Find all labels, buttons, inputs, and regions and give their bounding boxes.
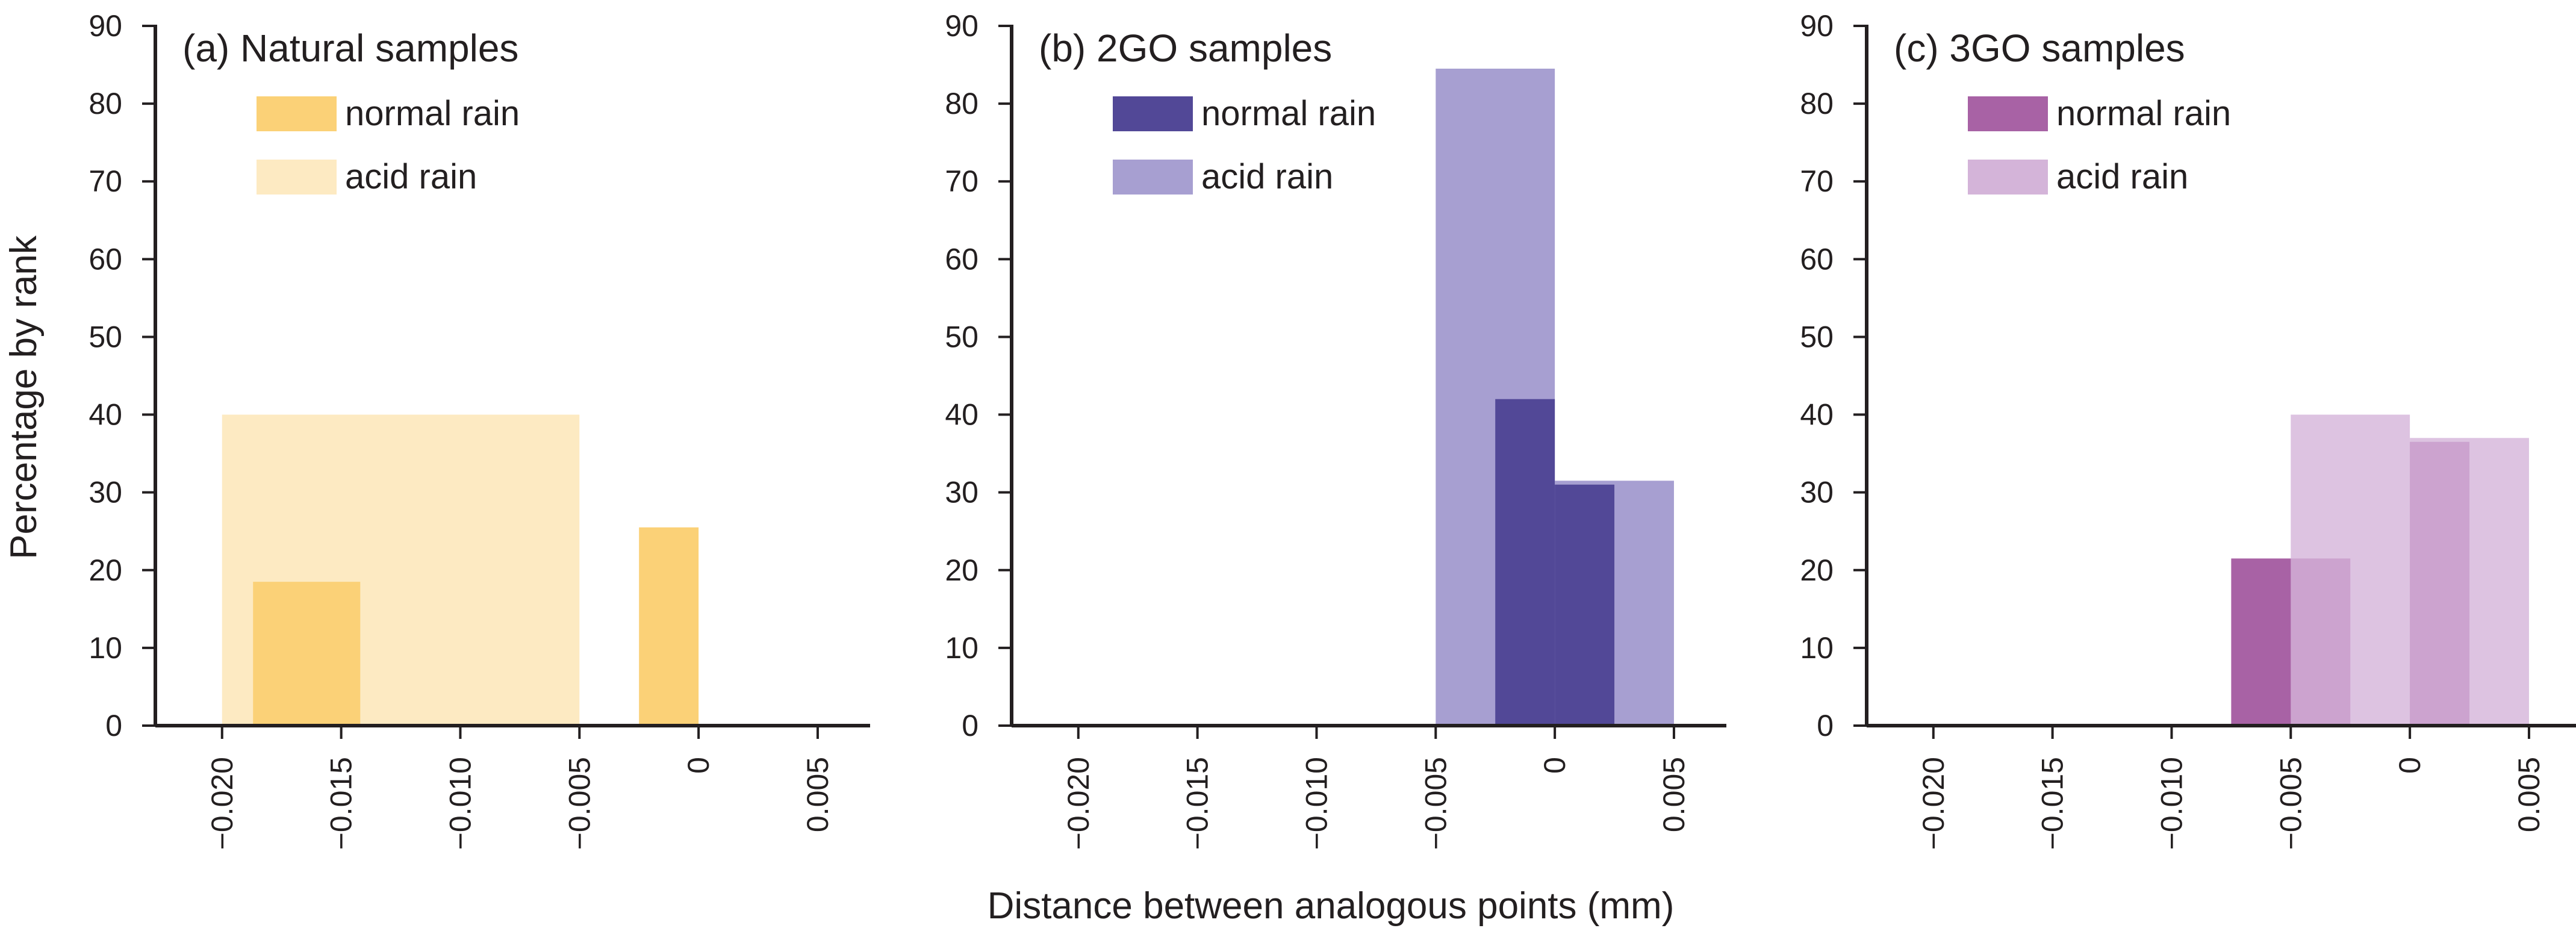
x-tick-label: 0 [2393, 757, 2427, 774]
y-tick-label: 60 [89, 242, 122, 276]
bar-acid-rain-1 [2291, 414, 2410, 726]
legend-swatch-acid-rain [1113, 160, 1193, 195]
y-tick-label: 30 [89, 476, 122, 509]
y-tick-label: 20 [945, 553, 978, 587]
x-tick-label: −0.005 [2274, 757, 2307, 850]
panel-title: (c) 3GO samples [1894, 26, 2185, 70]
y-tick-label: 90 [1800, 9, 1834, 43]
x-tick-label: −0.010 [1299, 757, 1333, 850]
x-tick-label: −0.020 [1917, 757, 1950, 850]
y-tick-label: 0 [1817, 709, 1834, 742]
panels: 0 10 20 30 40 50 60 70 80 90 −0.020 −0.015 −0.010 −0.… [89, 9, 2576, 850]
bar-normal-rain-1 [1495, 399, 1555, 726]
panel-1: 0 10 20 30 40 50 60 70 80 90 −0.020 −0.015 −0.010 −0.… [89, 9, 870, 850]
legend-swatch-normal-rain [257, 96, 337, 131]
x-tick-label: 0 [1538, 757, 1572, 774]
legend-label-normal-rain: normal rain [345, 94, 520, 133]
legend-swatch-normal-rain [1113, 96, 1193, 131]
y-tick-label: 40 [1800, 398, 1834, 432]
y-tick-label: 50 [1800, 320, 1834, 353]
panel-2: 0 10 20 30 40 50 60 70 80 90 −0.020 −0.015 −0.010 −0.… [945, 9, 1726, 850]
y-tick-label: 20 [1800, 553, 1834, 587]
y-tick-label: 80 [1800, 87, 1834, 120]
y-tick-label: 50 [945, 320, 978, 353]
y-tick-label: 30 [1800, 476, 1834, 509]
x-tick-label: 0.005 [801, 757, 835, 832]
panel-title: (a) Natural samples [182, 26, 518, 70]
legend-label-acid-rain: acid rain [2056, 157, 2188, 196]
legend-label-acid-rain: acid rain [345, 157, 477, 196]
bar-normal-rain-1 [253, 582, 361, 726]
legend-label-normal-rain: normal rain [1201, 94, 1376, 133]
y-tick-label: 30 [945, 476, 978, 509]
x-tick-label: −0.005 [1419, 757, 1452, 850]
panel-3: 0 10 20 30 40 50 60 70 80 90 −0.020 −0.015 −0.010 −0.… [1800, 9, 2576, 850]
y-tick-label: 70 [89, 164, 122, 198]
bar-normal-rain-2 [1555, 484, 1615, 726]
x-axis-title: Distance between analogous points (mm) [988, 885, 1675, 927]
y-tick-label: 70 [945, 164, 978, 198]
y-tick-label: 10 [945, 631, 978, 665]
y-tick-label: 60 [945, 242, 978, 276]
x-tick-label: −0.020 [205, 757, 239, 850]
y-tick-label: 20 [89, 553, 122, 587]
x-tick-label: −0.015 [2036, 757, 2070, 850]
x-tick-label: 0 [682, 757, 715, 774]
x-tick-label: −0.015 [325, 757, 358, 850]
y-tick-label: 70 [1800, 164, 1834, 198]
y-tick-label: 40 [89, 398, 122, 432]
y-axis-title: Percentage by rank [3, 235, 45, 559]
y-tick-label: 60 [1800, 242, 1834, 276]
y-tick-label: 80 [945, 87, 978, 120]
legend-label-normal-rain: normal rain [2056, 94, 2231, 133]
legend-swatch-acid-rain [257, 160, 337, 195]
x-tick-label: −0.005 [562, 757, 596, 850]
x-tick-label: −0.010 [2154, 757, 2188, 850]
legend-swatch-acid-rain [1968, 160, 2048, 195]
y-tick-label: 0 [105, 709, 122, 742]
bar-acid-rain-2 [2410, 438, 2529, 726]
x-tick-label: 0.005 [2512, 757, 2546, 832]
bar-normal-rain-2 [639, 527, 699, 726]
legend-swatch-normal-rain [1968, 96, 2048, 131]
x-tick-label: −0.010 [443, 757, 477, 850]
y-tick-label: 80 [89, 87, 122, 120]
y-tick-label: 40 [945, 398, 978, 432]
panel-title: (b) 2GO samples [1039, 26, 1332, 70]
x-tick-label: −0.015 [1181, 757, 1215, 850]
bar-acid-rain-1 [222, 414, 580, 726]
legend-label-acid-rain: acid rain [1201, 157, 1333, 196]
y-tick-label: 50 [89, 320, 122, 353]
y-tick-label: 10 [1800, 631, 1834, 665]
x-tick-label: 0.005 [1657, 757, 1691, 832]
y-tick-label: 90 [945, 9, 978, 43]
x-tick-label: −0.020 [1062, 757, 1095, 850]
y-tick-label: 90 [89, 9, 122, 43]
y-tick-label: 10 [89, 631, 122, 665]
y-tick-label: 0 [962, 709, 978, 742]
